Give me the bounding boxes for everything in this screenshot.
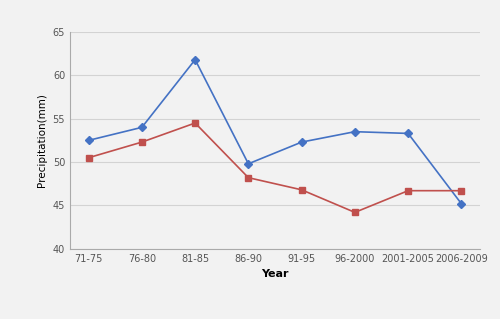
Ruoergai Precipitation: [405, 131, 411, 135]
X-axis label: Year: Year: [261, 269, 289, 279]
Stations Around Ruoergai Precipitation: [86, 156, 91, 160]
Stations Around Ruoergai Precipitation: [458, 189, 464, 193]
Ruoergai Precipitation: [458, 202, 464, 206]
Stations Around Ruoergai Precipitation: [405, 189, 411, 193]
Stations Around Ruoergai Precipitation: [352, 211, 358, 214]
Stations Around Ruoergai Precipitation: [192, 121, 198, 125]
Line: Stations Around Ruoergai Precipitation: Stations Around Ruoergai Precipitation: [86, 120, 464, 215]
Ruoergai Precipitation: [298, 140, 304, 144]
Ruoergai Precipitation: [246, 162, 252, 166]
Ruoergai Precipitation: [139, 125, 145, 129]
Stations Around Ruoergai Precipitation: [246, 176, 252, 180]
Stations Around Ruoergai Precipitation: [139, 140, 145, 144]
Stations Around Ruoergai Precipitation: [298, 188, 304, 192]
Line: Ruoergai Precipitation: Ruoergai Precipitation: [86, 57, 464, 206]
Ruoergai Precipitation: [86, 138, 91, 142]
Ruoergai Precipitation: [192, 58, 198, 62]
Y-axis label: Precipitation(mm): Precipitation(mm): [37, 93, 47, 187]
Ruoergai Precipitation: [352, 130, 358, 134]
Legend: Ruoergai Precipitation, Stations Around Ruoergai Precipitation: Ruoergai Precipitation, Stations Around …: [105, 318, 445, 319]
